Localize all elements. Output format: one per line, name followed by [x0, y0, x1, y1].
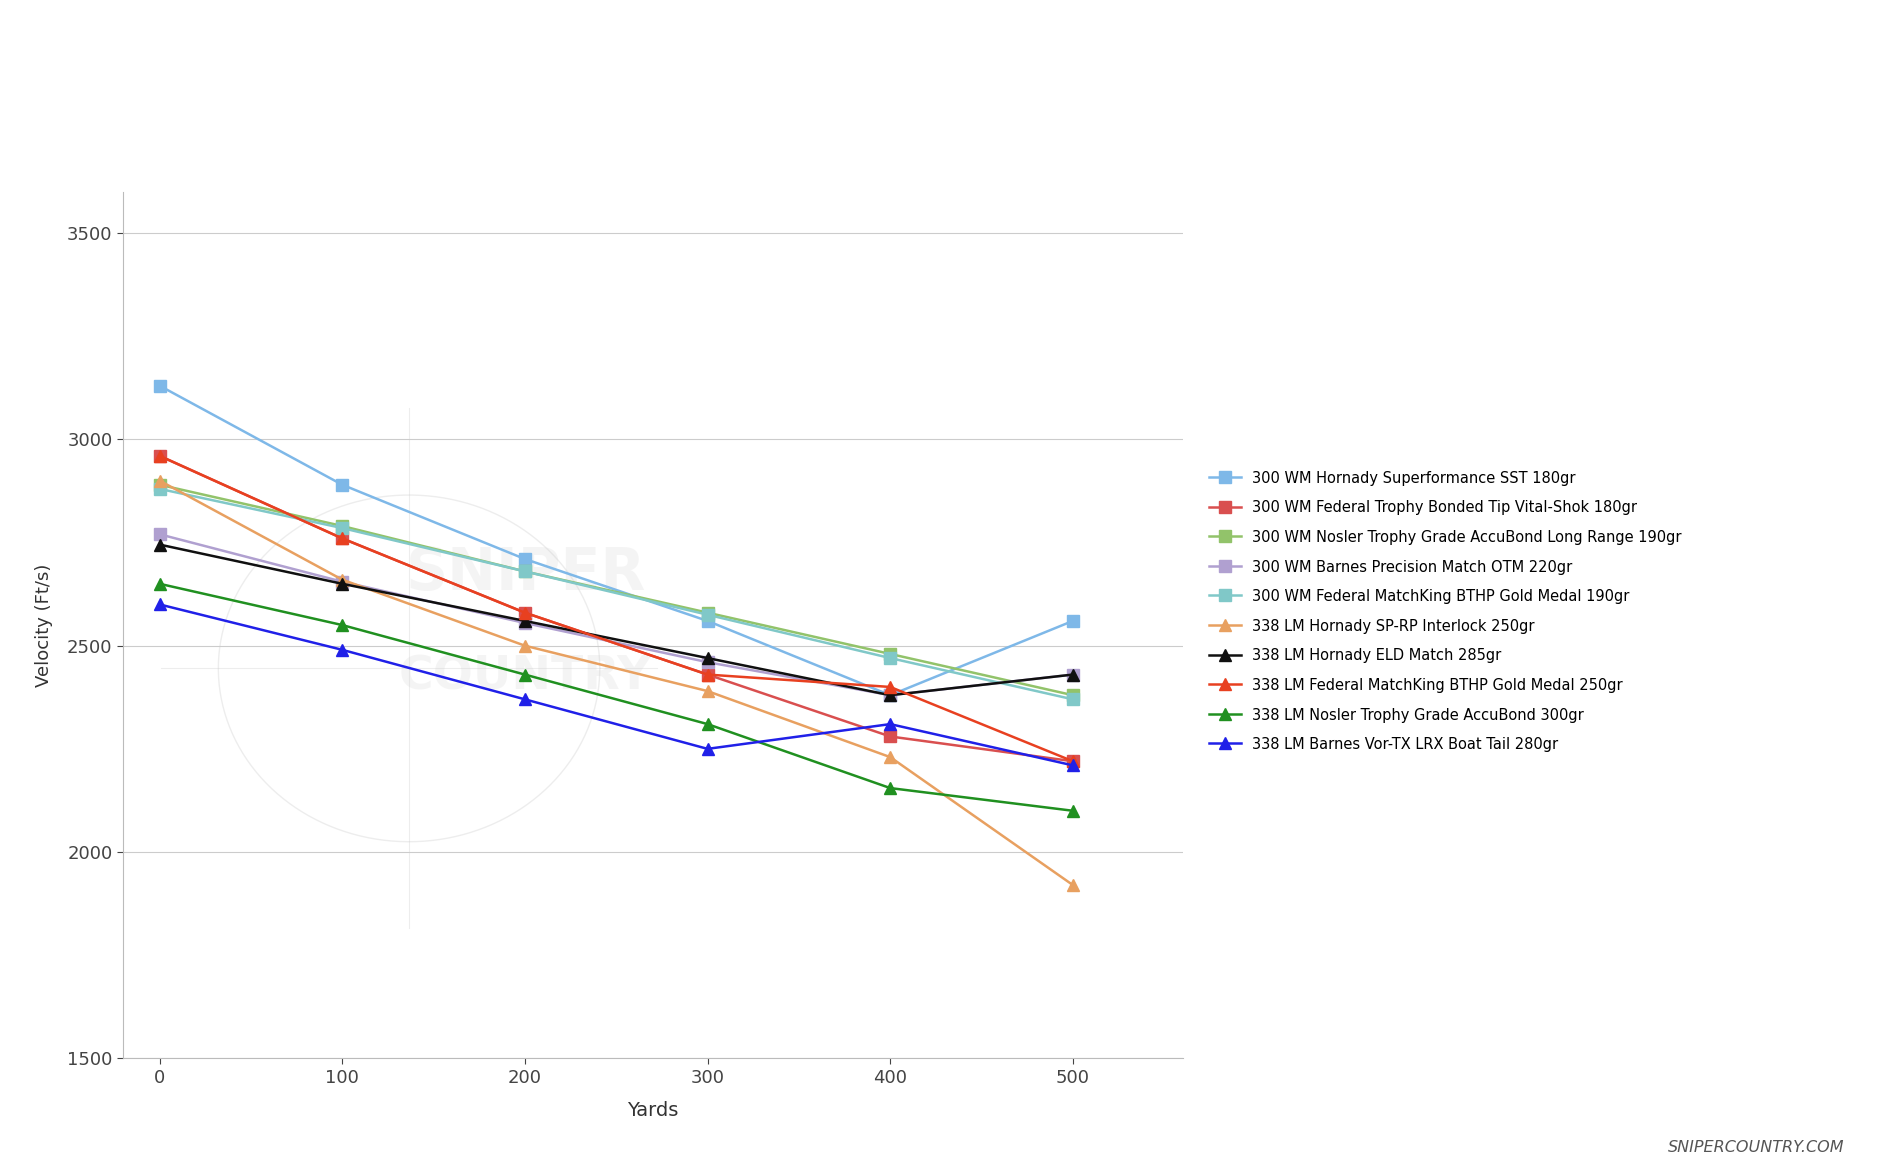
Y-axis label: Velocity (Ft/s): Velocity (Ft/s)	[36, 563, 53, 687]
Legend: 300 WM Hornady Superformance SST 180gr, 300 WM Federal Trophy Bonded Tip Vital-S: 300 WM Hornady Superformance SST 180gr, …	[1209, 470, 1682, 753]
Text: SNIPER: SNIPER	[405, 544, 645, 602]
X-axis label: Yards: Yards	[626, 1101, 679, 1120]
Text: SNIPERCOUNTRY.COM: SNIPERCOUNTRY.COM	[1669, 1140, 1845, 1155]
Text: COUNTRY: COUNTRY	[399, 655, 653, 700]
Text: BULLET VELOCITY: BULLET VELOCITY	[488, 25, 1404, 114]
